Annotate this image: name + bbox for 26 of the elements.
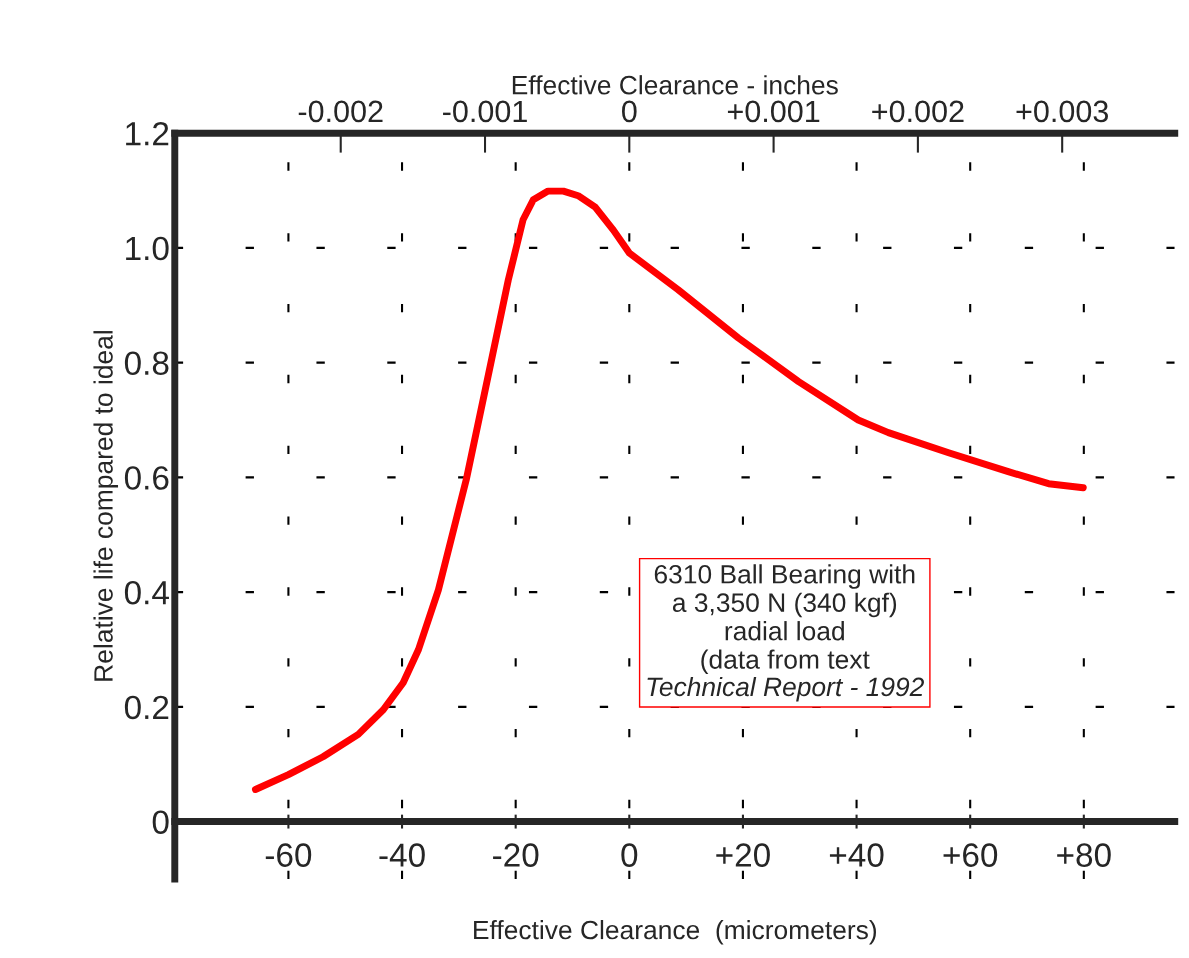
x-tick-label: -60 <box>265 843 312 867</box>
x-axis-title: Effective Clearance (micrometers) <box>474 919 876 945</box>
annotation: 6310 Ball Bearing with a 3,350 N (340 kgf) radial load (data from text <box>654 564 915 675</box>
x-tick-label: +40 <box>829 843 884 867</box>
y-tick-label: 0 <box>152 810 169 834</box>
x-tick-label: +20 <box>716 843 770 867</box>
y-tick-label: 0.4 <box>124 580 169 605</box>
y-tick-label: 0.8 <box>124 351 169 376</box>
x2-tick-label: 0 <box>622 100 637 123</box>
x-tick-label: 0 <box>621 843 638 867</box>
x2-tick-label: -0.002 <box>298 100 383 123</box>
x2-tick-label: +0.001 <box>727 100 820 123</box>
y-tick-label: 1.0 <box>126 236 169 261</box>
x2-tick-label: +0.003 <box>1016 100 1108 123</box>
y-axis-title: Relative life compared to ideal <box>93 331 119 681</box>
x-tick-label: -40 <box>379 843 425 867</box>
y-tick-label: 0.6 <box>124 466 169 490</box>
annotation: Technical Report - 1992 <box>647 676 924 702</box>
x-tick-label: -20 <box>493 843 539 867</box>
x-tick-label: +60 <box>943 843 998 867</box>
x2-tick-label: +0.002 <box>872 100 964 123</box>
y-tick-label: 0.2 <box>124 695 169 720</box>
x-tick-label: +80 <box>1057 843 1111 867</box>
x2-axis-title: Effective Clearance - inches <box>512 75 838 95</box>
y-tick-label: 1.2 <box>126 121 169 146</box>
x2-tick-label: -0.001 <box>443 100 527 123</box>
